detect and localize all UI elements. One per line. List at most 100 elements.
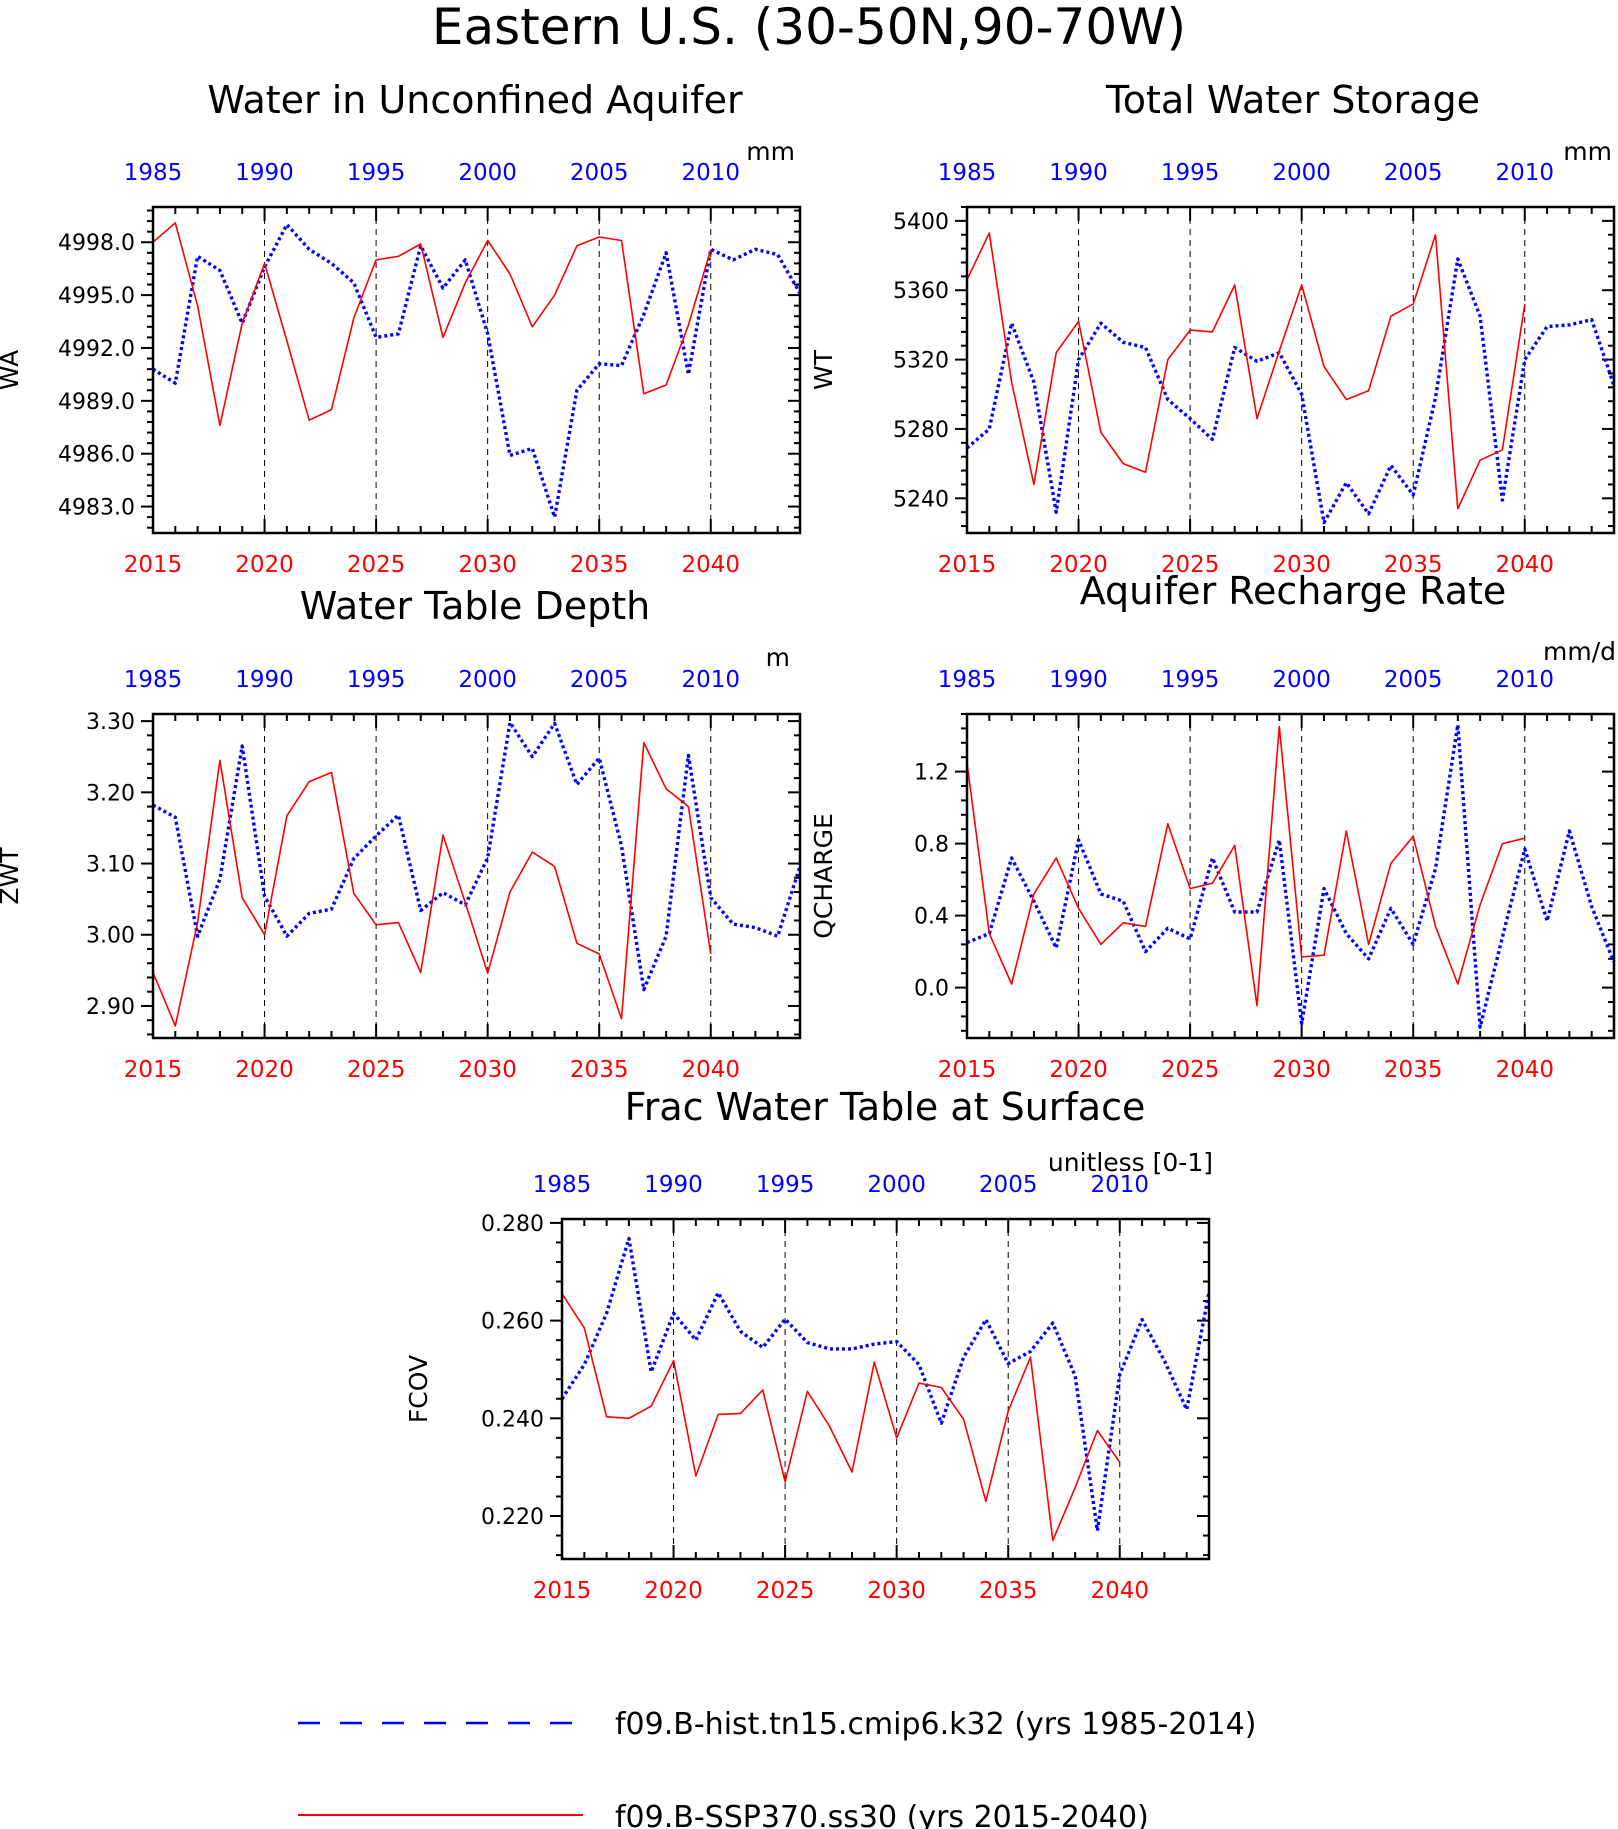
x-tick-label-top: 1995 bbox=[347, 160, 406, 186]
x-tick-label-top: 1985 bbox=[938, 160, 997, 186]
panel-title: Frac Water Table at Surface bbox=[625, 1085, 1146, 1129]
panel-2: Total Water Storage mm 5240 5280 5320 5360 540… bbox=[809, 78, 1616, 578]
panel-4: Aquifer Recharge Rate mm/d 0.0 0.4 0.8 1.2 201… bbox=[809, 569, 1616, 1083]
x-tick-label-top: 2000 bbox=[458, 667, 517, 693]
x-tick-label-top: 2000 bbox=[867, 1172, 926, 1198]
panel-3: Water Table Depth m 2.90 3.00 3.10 3.20 3.30 20… bbox=[0, 584, 802, 1083]
x-tick-label-top: 2010 bbox=[681, 667, 740, 693]
x-tick-label-bottom: 2015 bbox=[938, 1057, 997, 1083]
x-tick-label-top: 1985 bbox=[533, 1172, 592, 1198]
y-tick-label: 4986.0 bbox=[58, 443, 135, 468]
panel-title: Water Table Depth bbox=[300, 584, 651, 628]
x-tick-label-top: 2000 bbox=[458, 160, 517, 186]
x-tick-label-bottom: 2035 bbox=[570, 1057, 629, 1083]
y-tick-label: 3.10 bbox=[86, 853, 135, 878]
legend-ssp-label: f09.B-SSP370.ss30 (yrs 2015-2040) bbox=[615, 1800, 1149, 1829]
panel-title: Total Water Storage bbox=[1105, 78, 1480, 122]
x-tick-label-top: 2005 bbox=[570, 667, 629, 693]
x-tick-label-bottom: 2025 bbox=[347, 552, 406, 578]
y-tick-label: 0.280 bbox=[481, 1212, 544, 1237]
y-axis-label: ZWT bbox=[0, 847, 24, 905]
y-tick-label: 4995.0 bbox=[58, 284, 135, 309]
plot-frame bbox=[965, 712, 1616, 1040]
x-tick-label-top: 1995 bbox=[756, 1172, 815, 1198]
y-tick-label: 0.240 bbox=[481, 1407, 544, 1432]
y-tick-label: 0.0 bbox=[914, 977, 949, 1002]
x-tick-label-bottom: 2040 bbox=[681, 1057, 740, 1083]
series-hist-line bbox=[152, 720, 802, 992]
y-tick-label: 0.4 bbox=[914, 905, 949, 930]
x-tick-label-top: 1990 bbox=[235, 667, 294, 693]
y-tick-label: 5240 bbox=[893, 487, 949, 512]
y-tick-label: 4989.0 bbox=[58, 390, 135, 415]
y-tick-label: 5320 bbox=[893, 349, 949, 374]
series-ssp-line bbox=[966, 725, 1525, 1007]
legend-hist-label: f09.B-hist.tn15.cmip6.k32 (yrs 1985-2014… bbox=[615, 1707, 1256, 1742]
x-tick-label-top: 1990 bbox=[644, 1172, 703, 1198]
x-tick-label-top: 1985 bbox=[938, 667, 997, 693]
units-label: mm bbox=[746, 137, 795, 166]
x-tick-label-top: 2000 bbox=[1272, 160, 1331, 186]
x-tick-label-bottom: 2020 bbox=[235, 552, 294, 578]
series-ssp-line bbox=[561, 1293, 1121, 1542]
x-tick-label-bottom: 2020 bbox=[235, 1057, 294, 1083]
y-tick-label: 4983.0 bbox=[58, 496, 135, 521]
x-tick-label-top: 2010 bbox=[681, 160, 740, 186]
x-tick-label-bottom: 2030 bbox=[458, 552, 517, 578]
page-title: Eastern U.S. (30-50N,90-70W) bbox=[432, 0, 1186, 56]
y-tick-label: 5360 bbox=[893, 279, 949, 304]
y-tick-label: 2.90 bbox=[86, 995, 135, 1020]
x-tick-label-top: 2005 bbox=[1384, 160, 1443, 186]
x-tick-label-top: 1990 bbox=[1049, 667, 1108, 693]
x-tick-label-top: 2005 bbox=[1384, 667, 1443, 693]
y-tick-label: 4992.0 bbox=[58, 337, 135, 362]
x-tick-label-top: 1990 bbox=[235, 160, 294, 186]
series-hist-line bbox=[966, 723, 1616, 1029]
x-tick-label-bottom: 2025 bbox=[347, 1057, 406, 1083]
y-tick-label: 5400 bbox=[893, 210, 949, 235]
chart-panels: Water in Unconfined Aquifermm4983.04986.… bbox=[0, 78, 1616, 1604]
x-tick-label-bottom: 2015 bbox=[938, 552, 997, 578]
x-tick-label-bottom: 2030 bbox=[458, 1057, 517, 1083]
plot-frame bbox=[151, 712, 802, 1040]
series-ssp-line bbox=[152, 741, 712, 1027]
x-tick-label-bottom: 2015 bbox=[124, 552, 183, 578]
x-tick-label-top: 1985 bbox=[124, 667, 183, 693]
legend: f09.B-hist.tn15.cmip6.k32 (yrs 1985-2014… bbox=[298, 1707, 1256, 1829]
y-tick-label: 3.00 bbox=[86, 924, 135, 949]
x-tick-label-top: 1995 bbox=[1161, 667, 1220, 693]
x-tick-label-bottom: 2020 bbox=[644, 1578, 703, 1604]
x-tick-label-bottom: 2025 bbox=[1161, 1057, 1220, 1083]
y-tick-label: 1.2 bbox=[914, 761, 949, 786]
y-tick-label: 0.220 bbox=[481, 1505, 544, 1530]
x-tick-label-top: 1990 bbox=[1049, 160, 1108, 186]
panel-title: Aquifer Recharge Rate bbox=[1080, 569, 1507, 613]
x-tick-label-top: 1985 bbox=[124, 160, 183, 186]
x-tick-label-bottom: 2040 bbox=[1495, 1057, 1554, 1083]
x-tick-label-bottom: 2015 bbox=[533, 1578, 592, 1604]
y-tick-label: 3.20 bbox=[86, 781, 135, 806]
x-tick-label-top: 1995 bbox=[1161, 160, 1220, 186]
x-tick-label-top: 2010 bbox=[1495, 667, 1554, 693]
x-tick-label-bottom: 2020 bbox=[1049, 552, 1108, 578]
y-tick-label: 3.30 bbox=[86, 710, 135, 735]
x-tick-label-top: 2005 bbox=[570, 160, 629, 186]
y-axis-label: FCOV bbox=[404, 1355, 433, 1423]
x-tick-label-bottom: 2030 bbox=[1272, 1057, 1331, 1083]
plot-frame bbox=[151, 205, 802, 535]
x-tick-label-bottom: 2025 bbox=[756, 1578, 815, 1604]
units-label: unitless [0-1] bbox=[1048, 1148, 1213, 1177]
y-axis-label: WA bbox=[0, 350, 24, 390]
units-label: mm bbox=[1563, 137, 1612, 166]
x-tick-label-bottom: 2035 bbox=[1384, 552, 1443, 578]
units-label: mm/d bbox=[1543, 637, 1616, 666]
x-tick-label-bottom: 2020 bbox=[1049, 1057, 1108, 1083]
x-tick-label-bottom: 2025 bbox=[1161, 552, 1220, 578]
plot-frame bbox=[560, 1217, 1211, 1561]
x-tick-label-bottom: 2030 bbox=[867, 1578, 926, 1604]
series-hist-line bbox=[560, 1236, 1211, 1533]
y-tick-label: 0.260 bbox=[481, 1310, 544, 1335]
series-hist-line bbox=[152, 222, 802, 519]
